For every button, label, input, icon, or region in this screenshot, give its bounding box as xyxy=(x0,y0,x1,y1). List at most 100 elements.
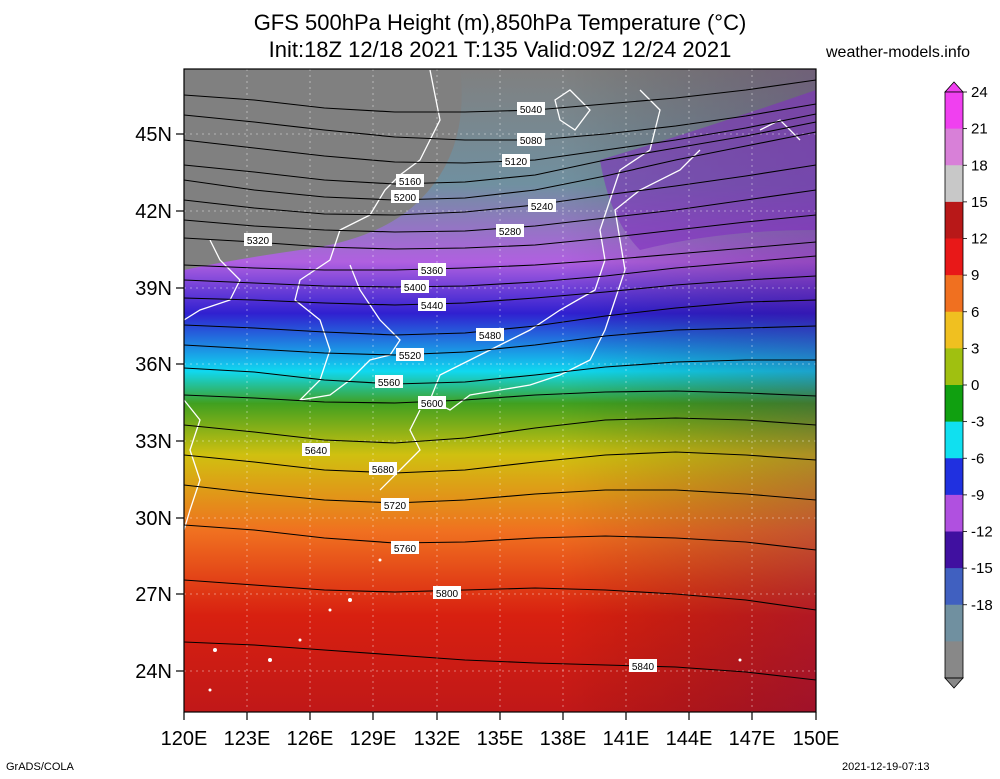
colorbar-label: 9 xyxy=(971,267,979,284)
colorbar-label: -9 xyxy=(971,487,984,504)
colorbar-top-arrow xyxy=(944,81,964,93)
height-contour-line xyxy=(184,113,816,164)
colorbar-label: -12 xyxy=(971,524,993,541)
colorbar-label: 12 xyxy=(971,231,988,248)
lat-tick-label: 27N xyxy=(135,584,172,606)
contour-label: 5560 xyxy=(378,378,401,389)
colorbar-segment xyxy=(945,568,963,606)
colorbar-label: 15 xyxy=(971,194,988,211)
height-contour-line xyxy=(184,484,816,504)
height-contour-line xyxy=(184,241,816,271)
contour-label: 5680 xyxy=(372,465,395,476)
height-contour-line xyxy=(184,641,816,681)
lon-tick-label: 132E xyxy=(414,728,461,750)
contour-label: 5400 xyxy=(404,283,427,294)
lon-tick-label: 150E xyxy=(793,728,840,750)
colorbar-segment xyxy=(945,165,963,203)
lat-tick-label: 33N xyxy=(135,431,172,453)
colorbar-label: 18 xyxy=(971,157,988,174)
colorbar-label: -18 xyxy=(971,597,993,614)
height-contour-line xyxy=(184,255,816,288)
colorbar-segment xyxy=(945,641,963,679)
contour-label: 5840 xyxy=(632,662,655,673)
contour-label: 5480 xyxy=(479,331,502,342)
height-contour-line xyxy=(184,451,816,474)
cold-air-mass xyxy=(184,69,462,270)
contour-label: 5320 xyxy=(247,236,270,247)
height-contour-line xyxy=(184,164,816,216)
lon-tick-label: 141E xyxy=(603,728,650,750)
map-plot-area: 5040 5080 5120 5160 5200 5240 5280 5320 5360 5400… xyxy=(183,68,817,713)
contour-label: 5080 xyxy=(520,136,543,147)
lat-tick-label: 42N xyxy=(135,201,172,223)
map-subtitle: Init:18Z 12/18 2021 T:135 Valid:09Z 12/2… xyxy=(268,37,732,62)
colorbar-segment xyxy=(945,421,963,459)
height-contour-line xyxy=(184,131,816,201)
colorbar-segment xyxy=(945,238,963,276)
contour-label: 5120 xyxy=(505,157,528,168)
colorbar-segment xyxy=(945,92,963,130)
lon-tick-label: 147E xyxy=(729,728,776,750)
height-contour-line xyxy=(184,524,816,551)
colorbar-segment xyxy=(945,604,963,642)
colorbar-segment xyxy=(945,311,963,349)
lon-tick-label: 120E xyxy=(161,728,208,750)
lat-tick-label: 45N xyxy=(135,124,172,146)
height-contour-line xyxy=(184,390,816,404)
contour-label: 5200 xyxy=(394,193,417,204)
lat-tick-label: 30N xyxy=(135,508,172,530)
contour-label: 5720 xyxy=(384,501,407,512)
colorbar-label: 3 xyxy=(971,340,979,357)
lat-tick-label: 24N xyxy=(135,661,172,683)
colorbar: 24 21 18 15 12 9 6 3 0 -3 -6 -9 -12 -15 -18 xyxy=(944,81,993,689)
contour-label: 5520 xyxy=(399,351,422,362)
colorbar-label: -15 xyxy=(971,560,993,577)
colorbar-segment xyxy=(945,494,963,532)
contour-label: 5760 xyxy=(394,544,417,555)
contour-label: 5240 xyxy=(531,202,554,213)
colorbar-segment xyxy=(945,348,963,386)
height-contour-line xyxy=(184,325,816,356)
contour-label: 5640 xyxy=(305,446,328,457)
height-contour-line xyxy=(184,121,816,185)
height-contour-line xyxy=(184,359,816,385)
lon-tick-label: 135E xyxy=(477,728,524,750)
lon-tick-label: 123E xyxy=(224,728,271,750)
height-contour-line xyxy=(184,214,816,250)
islands xyxy=(208,558,742,692)
footer-credit: GrADS/COLA xyxy=(6,761,74,773)
contour-label: 5440 xyxy=(421,301,444,312)
contour-label: 5040 xyxy=(520,105,543,116)
map-title: GFS 500hPa Height (m),850hPa Temperature… xyxy=(253,10,747,35)
height-contour-line xyxy=(184,275,816,306)
height-contour-line xyxy=(184,417,816,444)
colorbar-label: 0 xyxy=(971,377,979,394)
lon-tick-label: 126E xyxy=(287,728,334,750)
contour-label: 5800 xyxy=(436,589,459,600)
colorbar-segment xyxy=(945,201,963,239)
contour-label: 5160 xyxy=(399,177,422,188)
longitude-axis: 120E 123E 126E 129E 132E 135E 138E 141E 144E 147E… xyxy=(161,712,840,750)
height-contour-line xyxy=(184,103,816,141)
colorbar-label: -3 xyxy=(971,414,984,431)
lat-tick-label: 36N xyxy=(135,354,172,376)
contour-label: 5600 xyxy=(421,399,444,410)
lon-tick-label: 144E xyxy=(666,728,713,750)
contour-label: 5280 xyxy=(499,227,522,238)
website-label[interactable]: weather-models.info xyxy=(826,44,971,61)
colorbar-segment xyxy=(945,458,963,496)
height-contour-line xyxy=(184,579,816,611)
colorbar-label: 24 xyxy=(971,84,988,101)
colorbar-segment xyxy=(945,128,963,166)
graticule xyxy=(184,69,816,712)
lon-tick-label: 129E xyxy=(350,728,397,750)
colorbar-segment xyxy=(945,385,963,423)
colorbar-segment xyxy=(945,275,963,313)
colorbar-bottom-arrow xyxy=(944,677,964,689)
latitude-axis: 45N 42N 39N 36N 33N 30N 27N 24N xyxy=(135,124,184,683)
lat-tick-label: 39N xyxy=(135,278,172,300)
footer-timestamp: 2021-12-19-07:13 xyxy=(842,761,930,773)
lon-tick-label: 138E xyxy=(540,728,587,750)
height-contours: 5040 5080 5120 5160 5200 5240 5280 5320 5360 5400… xyxy=(184,79,816,681)
